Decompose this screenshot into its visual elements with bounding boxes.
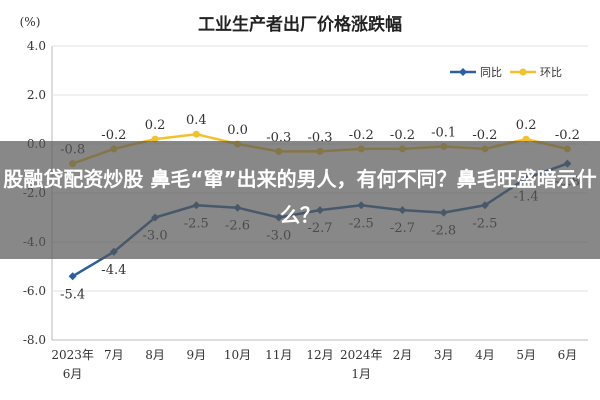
data-point <box>522 135 530 143</box>
data-label: 0.4 <box>186 113 207 128</box>
x-tick-label-line: 7月 <box>104 348 124 362</box>
legend-item: 同比 <box>450 66 502 79</box>
x-tick-label: 4月 <box>475 348 495 362</box>
x-tick-label: 2月 <box>393 348 413 362</box>
x-tick-label: 6月 <box>558 348 578 362</box>
x-tick-label: 2024年 1月 <box>340 348 383 381</box>
y-tick-label: 2.0 <box>27 88 46 102</box>
legend-item: 环比 <box>510 66 562 79</box>
x-tick-label-line: 8月 <box>145 348 165 362</box>
x-tick-label: 12月 <box>306 348 333 362</box>
data-label: 0.2 <box>145 118 166 133</box>
x-tick-labels: 2023年 6月 7月 8月 9月 10月 11月 12月 2024年 1月 2月 3月 4月 5月 6月 <box>51 348 577 381</box>
data-label: -5.4 <box>60 287 85 302</box>
legend-swatch-marker <box>459 68 467 76</box>
x-tick-label: 9月 <box>186 348 206 362</box>
x-tick-label-line: 11月 <box>265 348 292 362</box>
x-tick-label-line: 6月 <box>558 348 578 362</box>
data-label: -0.2 <box>349 128 374 143</box>
x-tick-label: 2023年 6月 <box>51 348 94 381</box>
y-tick-label: 4.0 <box>27 39 46 53</box>
legend: 同比 环比 <box>450 66 562 79</box>
x-tick-label: 8月 <box>145 348 165 362</box>
data-point <box>192 130 200 138</box>
y-tick-label: -6.0 <box>23 284 46 298</box>
data-point <box>151 135 159 143</box>
y-tick-label: -8.0 <box>23 333 46 347</box>
x-tick-label-line: 2月 <box>393 348 413 362</box>
x-tick-label-line: 2023年 <box>51 348 94 362</box>
x-tick-label-line: 4月 <box>475 348 495 362</box>
data-label: 0.2 <box>516 118 537 133</box>
data-label: -0.2 <box>101 128 126 143</box>
y-axis-unit: (%) <box>20 15 41 29</box>
data-label: -0.2 <box>472 128 497 143</box>
x-tick-label-line: 2024年 <box>340 348 383 362</box>
x-tick-label-line: 9月 <box>186 348 206 362</box>
data-label: 0.0 <box>227 123 248 138</box>
x-tick-label: 5月 <box>516 348 536 362</box>
headline-banner <box>0 141 600 259</box>
x-tick-label: 10月 <box>224 348 251 362</box>
data-label: -4.4 <box>101 263 126 278</box>
x-tick-label-line: 6月 <box>63 367 83 381</box>
data-label: -0.1 <box>431 125 456 140</box>
x-tick-label: 7月 <box>104 348 124 362</box>
data-label: -0.2 <box>555 128 580 143</box>
x-tick-label-line: 12月 <box>306 348 333 362</box>
x-tick-label-line: 10月 <box>224 348 251 362</box>
x-tick-label: 11月 <box>265 348 292 362</box>
legend-swatch-marker <box>519 68 527 76</box>
x-tick-label-line: 3月 <box>434 348 454 362</box>
data-point <box>68 272 77 281</box>
x-tick-label-line: 5月 <box>516 348 536 362</box>
legend-label: 环比 <box>540 66 562 79</box>
data-label: -0.2 <box>390 128 415 143</box>
x-tick-label-line: 1月 <box>351 367 371 381</box>
chart-title: 工业生产者出厂价格涨跌幅 <box>198 14 402 35</box>
headline-text[interactable]: 股融贷配资炒股 鼻毛“窜”出来的男人，有何不同？鼻毛旺盛暗示什么？ <box>3 167 597 227</box>
legend-label: 同比 <box>480 66 502 79</box>
x-tick-label: 3月 <box>434 348 454 362</box>
